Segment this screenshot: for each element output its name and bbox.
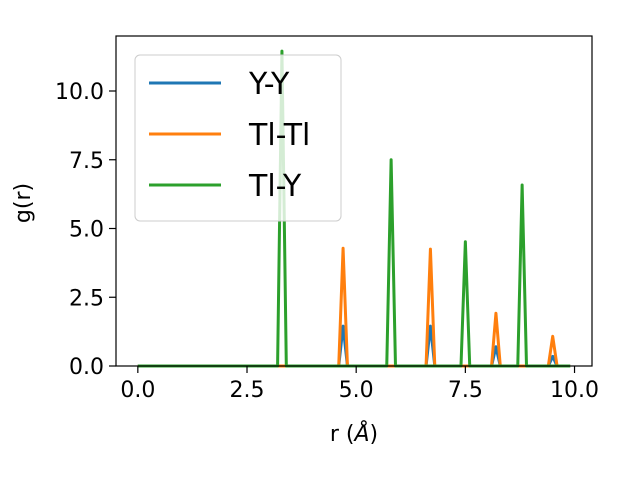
- legend: Y-Y Tl-Tl Tl-Y: [134, 54, 342, 222]
- y-tick-label: 2.5: [69, 286, 104, 311]
- y-tick-label: 0.0: [69, 355, 104, 380]
- legend-label: Y-Y: [248, 67, 290, 102]
- y-tick-label: 10.0: [55, 80, 104, 105]
- plot-frame: [115, 35, 593, 367]
- x-tick-label: 10.0: [550, 378, 599, 403]
- x-axis-label-unit: Å: [352, 420, 369, 447]
- x-tick-label: 5.0: [339, 378, 374, 403]
- series-line-tl-tl: [137, 246, 571, 368]
- x-axis-label-prefix: r (: [330, 422, 355, 447]
- y-tick-label: 7.5: [69, 149, 104, 174]
- x-tick-label: 2.5: [230, 378, 265, 403]
- x-axis-label: r (Å): [330, 420, 378, 447]
- x-tick-label: 7.5: [448, 378, 483, 403]
- legend-label: Tl-Tl: [248, 118, 310, 153]
- x-tick-label: 0.0: [120, 378, 155, 403]
- legend-box: [134, 54, 342, 222]
- y-tick-label: 5.0: [69, 218, 104, 243]
- series-line-y-y: [137, 324, 571, 368]
- x-axis-label-suffix: ): [370, 422, 379, 447]
- y-axis-label: g(r): [11, 183, 36, 223]
- axes-layer: 0.0 2.5 5.0 7.5 10.0 0.0 2.5 5.0 7.5 10.0: [55, 35, 599, 403]
- legend-label: Tl-Y: [248, 169, 302, 204]
